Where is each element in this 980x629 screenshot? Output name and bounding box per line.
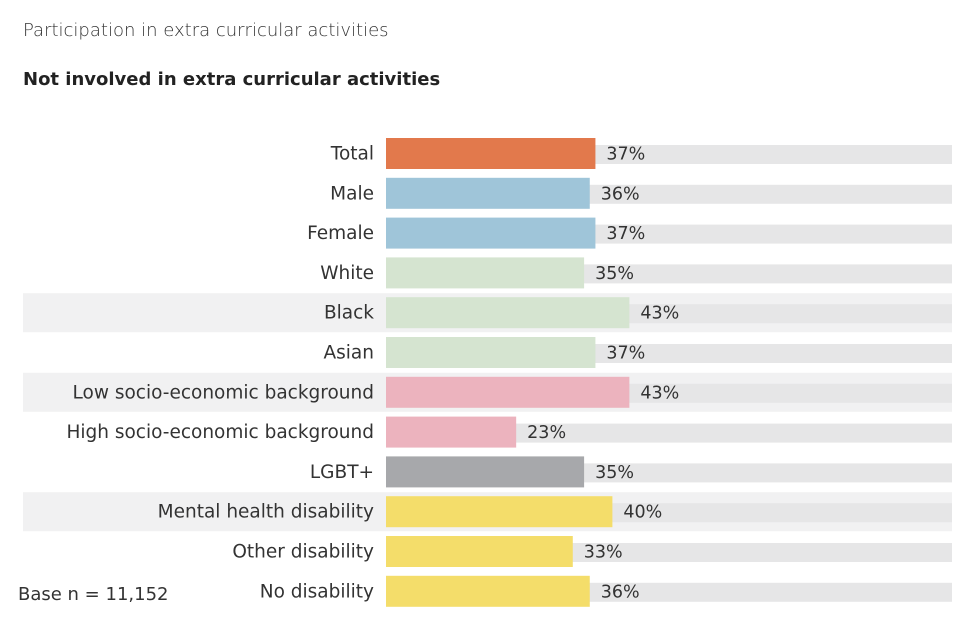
- bar: [386, 297, 630, 329]
- chart-subtitle: Not involved in extra curricular activit…: [23, 69, 441, 90]
- bar-track: [386, 423, 952, 443]
- bar: [386, 257, 585, 289]
- value-label: 36%: [601, 582, 640, 602]
- bar: [386, 217, 596, 249]
- value-label: 37%: [606, 145, 645, 165]
- category-label: LGBT+: [310, 462, 374, 483]
- bar: [386, 416, 517, 448]
- category-label: Mental health disability: [158, 502, 374, 523]
- base-note: Base n = 11,152: [18, 584, 169, 605]
- value-label: 33%: [584, 543, 623, 563]
- category-label: High socio-economic background: [66, 422, 374, 443]
- value-label: 40%: [623, 503, 662, 523]
- value-label: 37%: [606, 344, 645, 364]
- bar: [386, 536, 573, 567]
- category-label: Female: [307, 223, 374, 244]
- value-label: 35%: [595, 264, 634, 284]
- bar: [386, 575, 590, 607]
- category-label: No disability: [260, 581, 374, 602]
- value-label: 37%: [606, 224, 645, 244]
- category-label: Low socio-economic background: [73, 382, 374, 403]
- value-label: 36%: [601, 184, 640, 204]
- category-label: Black: [324, 303, 374, 324]
- bar: [386, 456, 585, 488]
- bar: [386, 376, 630, 408]
- category-label: Male: [330, 183, 374, 204]
- value-label: 23%: [527, 423, 566, 443]
- bar: [386, 138, 596, 169]
- category-label: White: [320, 263, 374, 284]
- category-label: Asian: [324, 343, 375, 364]
- bar: [386, 496, 613, 528]
- chart-title: Participation in extra curricular activi…: [23, 20, 389, 41]
- value-label: 35%: [595, 463, 634, 483]
- category-label: Total: [330, 144, 374, 165]
- value-label: 43%: [640, 383, 679, 403]
- bar: [386, 177, 590, 209]
- category-label: Other disability: [232, 542, 374, 563]
- bar: [386, 337, 596, 368]
- value-label: 43%: [640, 304, 679, 324]
